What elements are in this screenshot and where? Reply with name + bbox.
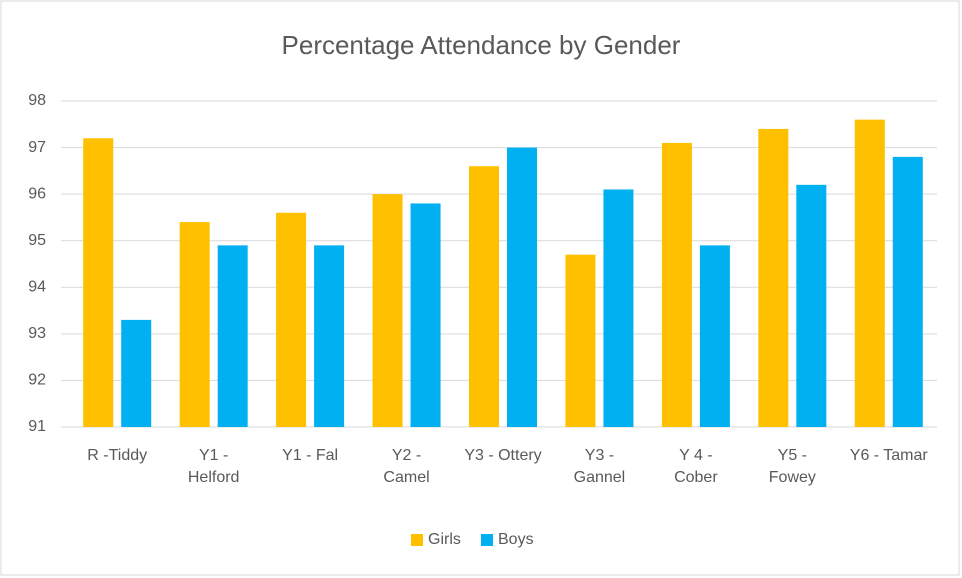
bar bbox=[892, 156, 923, 427]
bar bbox=[699, 245, 730, 427]
bar bbox=[469, 166, 499, 427]
legend-label: Girls bbox=[428, 531, 461, 548]
y-tick-label: 98 bbox=[28, 92, 46, 109]
bar bbox=[507, 147, 537, 428]
x-tick-label: Y5 - Fowey bbox=[768, 447, 816, 486]
bar bbox=[121, 319, 152, 427]
bar bbox=[179, 222, 210, 427]
x-tick-label: Y3 - Ottery bbox=[464, 447, 542, 464]
y-tick-label: 91 bbox=[28, 418, 46, 435]
y-tick-label: 96 bbox=[28, 185, 46, 202]
bar bbox=[314, 245, 345, 427]
legend-swatch bbox=[411, 534, 423, 546]
y-tick-label: 97 bbox=[28, 139, 46, 156]
x-tick-label: R -Tiddy bbox=[87, 447, 148, 464]
bar bbox=[854, 119, 885, 427]
bar bbox=[217, 245, 248, 427]
y-tick-label: 94 bbox=[28, 279, 46, 296]
bar bbox=[565, 254, 596, 427]
bar bbox=[661, 142, 692, 427]
chart-title: Percentage Attendance by Gender bbox=[282, 30, 681, 60]
bar bbox=[276, 212, 307, 427]
bar bbox=[796, 184, 827, 427]
x-tick-label: Y6 - Tamar bbox=[849, 447, 928, 464]
bar bbox=[603, 189, 634, 427]
y-tick-label: 92 bbox=[28, 372, 46, 389]
y-tick-label: 95 bbox=[28, 232, 46, 249]
x-tick-label: Y1 - Helford bbox=[187, 447, 240, 486]
y-tick-label: 93 bbox=[28, 325, 46, 342]
x-tick-label: Y3 - Gannel bbox=[573, 447, 626, 486]
x-tick-label: Y 4 - Cober bbox=[674, 447, 718, 486]
x-tick-label: Y1 - Fal bbox=[282, 447, 339, 464]
bar bbox=[758, 128, 789, 427]
bar bbox=[83, 138, 114, 427]
legend-swatch bbox=[481, 534, 493, 546]
legend-label: Boys bbox=[498, 531, 534, 548]
bar bbox=[372, 194, 403, 427]
bar bbox=[410, 203, 441, 427]
x-tick-label: Y2 - Camel bbox=[383, 447, 430, 486]
